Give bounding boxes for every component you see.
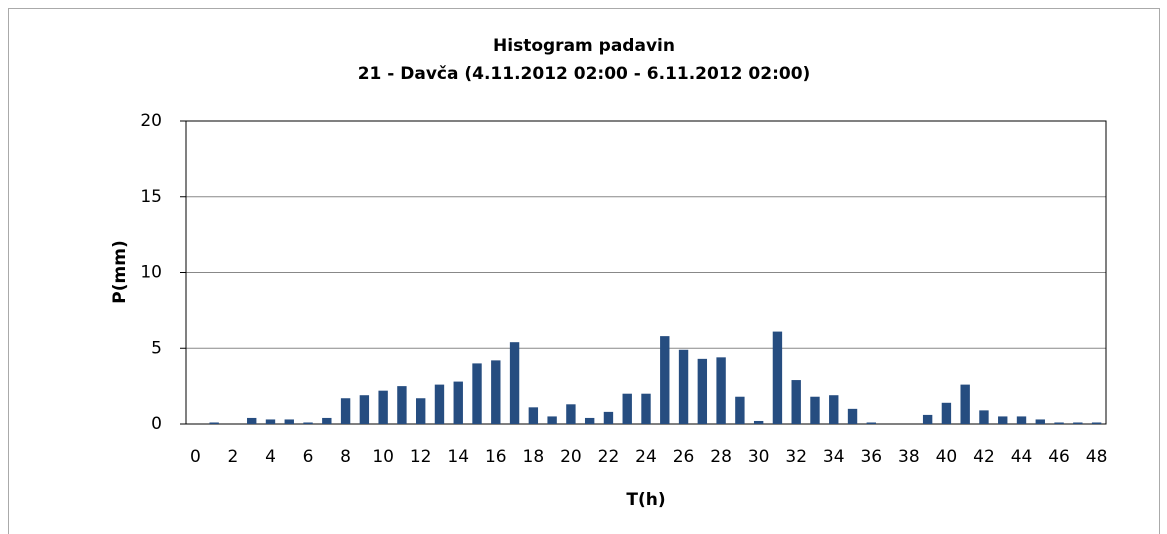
bar xyxy=(622,393,632,424)
bar xyxy=(359,395,370,424)
bar xyxy=(866,422,876,424)
bar xyxy=(678,349,689,424)
x-tick-label: 46 xyxy=(1048,447,1070,467)
x-tick-label: 34 xyxy=(823,447,845,467)
chart-subtitle: 21 - Davča (4.11.2012 02:00 - 6.11.2012 … xyxy=(358,64,811,84)
bar xyxy=(660,336,670,424)
bar xyxy=(941,402,952,424)
bar xyxy=(1016,416,1027,424)
bar xyxy=(1035,419,1045,424)
x-tick-label: 20 xyxy=(560,447,582,467)
x-tick-label: 36 xyxy=(860,447,882,467)
bar xyxy=(247,417,257,424)
bar xyxy=(810,396,820,424)
y-tick-label: 20 xyxy=(140,111,162,131)
x-tick-label: 42 xyxy=(973,447,995,467)
bar xyxy=(603,411,614,424)
chart-title: Histogram padavin xyxy=(493,36,675,56)
bar xyxy=(284,419,294,424)
x-tick-label: 4 xyxy=(265,447,276,467)
bar xyxy=(528,407,539,424)
x-tick-label: 48 xyxy=(1086,447,1108,467)
bar xyxy=(322,417,332,424)
x-tick-label: 10 xyxy=(372,447,394,467)
bar xyxy=(979,410,989,424)
bar xyxy=(697,358,708,424)
bar xyxy=(1054,422,1064,424)
bar xyxy=(340,398,351,424)
x-tick-label: 28 xyxy=(710,447,732,467)
x-tick-label: 6 xyxy=(303,447,314,467)
bar xyxy=(472,363,482,424)
bar xyxy=(265,419,276,424)
x-tick-label: 8 xyxy=(340,447,351,467)
bar xyxy=(772,331,783,424)
bar xyxy=(847,408,858,424)
bar xyxy=(829,395,839,424)
bar xyxy=(960,384,970,424)
bar xyxy=(753,420,764,424)
bar xyxy=(735,396,745,424)
bar xyxy=(922,414,933,424)
bar xyxy=(791,380,801,424)
bar xyxy=(998,416,1008,424)
bar xyxy=(397,386,407,424)
y-tick-label: 15 xyxy=(140,187,162,207)
bar xyxy=(641,393,651,424)
x-tick-label: 40 xyxy=(936,447,958,467)
x-tick-label: 2 xyxy=(228,447,239,467)
bar xyxy=(378,390,388,424)
bar xyxy=(434,384,445,424)
bar xyxy=(716,357,726,424)
y-tick-label: 5 xyxy=(151,338,162,358)
chart-frame xyxy=(8,8,1160,534)
x-tick-label: 0 xyxy=(190,447,201,467)
x-tick-label: 30 xyxy=(748,447,770,467)
x-axis-label: T(h) xyxy=(626,490,665,510)
bar xyxy=(547,416,557,424)
x-tick-label: 16 xyxy=(485,447,507,467)
x-tick-label: 22 xyxy=(598,447,620,467)
y-tick-label: 10 xyxy=(140,263,162,283)
y-axis-label: P(mm) xyxy=(110,240,130,303)
bar xyxy=(209,422,219,424)
x-tick-label: 14 xyxy=(447,447,469,467)
x-tick-label: 32 xyxy=(785,447,807,467)
x-tick-label: 12 xyxy=(410,447,432,467)
x-tick-label: 18 xyxy=(523,447,545,467)
bar xyxy=(303,422,313,424)
bar xyxy=(416,398,426,424)
x-tick-label: 24 xyxy=(635,447,657,467)
bar xyxy=(566,404,576,424)
y-tick-label: 0 xyxy=(151,414,162,434)
bar xyxy=(1073,422,1083,424)
bar xyxy=(491,360,501,424)
bar xyxy=(453,381,463,424)
x-tick-label: 26 xyxy=(673,447,695,467)
x-tick-label: 38 xyxy=(898,447,920,467)
bar xyxy=(509,342,520,424)
bar xyxy=(584,417,595,424)
bar xyxy=(1091,422,1102,424)
x-tick-label: 44 xyxy=(1011,447,1033,467)
